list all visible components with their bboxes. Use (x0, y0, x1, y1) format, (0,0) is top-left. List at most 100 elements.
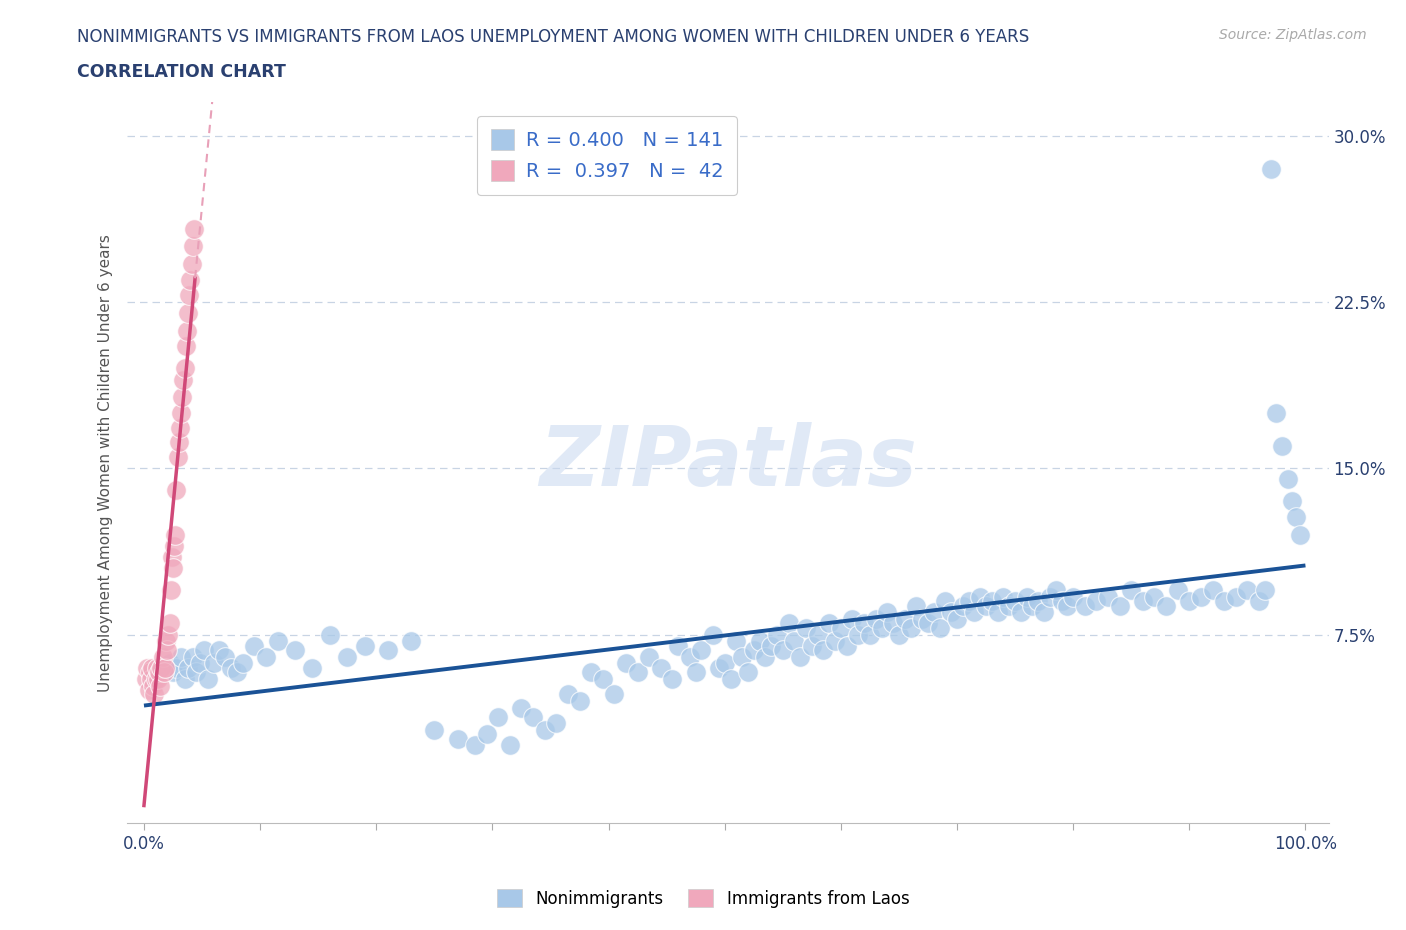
Point (690, 643, 713, 658)
Point (176, 324, 198, 339)
Point (969, 590, 991, 604)
Point (835, 638, 858, 653)
Point (157, 627, 180, 642)
Point (800, 638, 823, 653)
Point (423, 723, 446, 737)
Point (188, 656, 211, 671)
Point (917, 616, 939, 631)
Point (922, 604, 945, 619)
Point (1167, 583, 1189, 598)
Point (177, 306, 200, 321)
Point (510, 700, 533, 715)
Point (1260, 162, 1282, 177)
Point (179, 287, 201, 302)
Point (928, 620, 950, 635)
Point (737, 665, 759, 680)
Point (1039, 590, 1062, 604)
Point (882, 616, 904, 631)
Point (905, 598, 928, 613)
Point (166, 660, 188, 675)
Point (174, 339, 197, 353)
Text: CORRELATION CHART: CORRELATION CHART (77, 63, 287, 81)
Point (143, 687, 166, 702)
Legend: Nonimmigrants, Immigrants from Laos: Nonimmigrants, Immigrants from Laos (491, 883, 915, 914)
Point (152, 665, 174, 680)
Point (139, 665, 162, 680)
Point (1213, 594, 1236, 609)
Point (159, 656, 181, 671)
Point (1225, 590, 1247, 604)
Point (208, 643, 231, 658)
Point (464, 738, 486, 753)
Point (1021, 598, 1043, 613)
Point (980, 594, 1002, 609)
Point (748, 633, 770, 648)
Point (941, 604, 963, 619)
Point (377, 643, 399, 658)
Point (685, 665, 707, 680)
Point (284, 643, 307, 658)
Point (713, 656, 735, 671)
Point (998, 598, 1021, 613)
Point (169, 421, 191, 436)
Point (568, 694, 591, 709)
Point (957, 594, 980, 609)
Point (1108, 598, 1130, 613)
Point (1288, 527, 1310, 542)
Point (319, 627, 342, 642)
Point (772, 643, 794, 658)
Point (146, 671, 169, 686)
Point (183, 221, 205, 236)
Point (193, 643, 215, 658)
Point (807, 627, 830, 642)
Point (1143, 590, 1166, 604)
Point (592, 671, 614, 686)
Point (153, 660, 176, 675)
Point (142, 671, 165, 686)
Point (219, 660, 242, 675)
Point (679, 649, 702, 664)
Point (830, 620, 852, 635)
Point (557, 687, 579, 702)
Point (172, 390, 194, 405)
Point (166, 483, 188, 498)
Point (650, 660, 672, 675)
Point (789, 649, 811, 664)
Point (1010, 604, 1032, 619)
Point (181, 649, 204, 664)
Point (148, 665, 170, 680)
Point (1277, 472, 1299, 486)
Point (731, 649, 754, 664)
Point (794, 620, 817, 635)
Point (1085, 594, 1108, 609)
Point (142, 678, 165, 693)
Point (139, 671, 162, 686)
Point (1026, 594, 1049, 609)
Point (1033, 604, 1056, 619)
Point (1121, 583, 1143, 598)
Y-axis label: Unemployment Among Women with Children Under 6 years: Unemployment Among Women with Children U… (97, 233, 112, 692)
Point (1265, 405, 1288, 420)
Point (1189, 590, 1212, 604)
Point (1045, 583, 1067, 598)
Point (353, 638, 375, 653)
Point (475, 727, 498, 742)
Point (173, 361, 195, 376)
Point (865, 612, 887, 627)
Point (1050, 594, 1073, 609)
Point (145, 660, 167, 675)
Point (152, 649, 174, 664)
Point (946, 612, 969, 627)
Point (579, 665, 602, 680)
Point (1004, 594, 1026, 609)
Point (141, 660, 163, 675)
Point (824, 633, 846, 648)
Point (170, 405, 193, 420)
Point (900, 620, 922, 635)
Point (167, 434, 190, 449)
Point (180, 257, 202, 272)
Point (155, 633, 177, 648)
Point (893, 612, 915, 627)
Point (1097, 590, 1119, 604)
Point (214, 649, 236, 664)
